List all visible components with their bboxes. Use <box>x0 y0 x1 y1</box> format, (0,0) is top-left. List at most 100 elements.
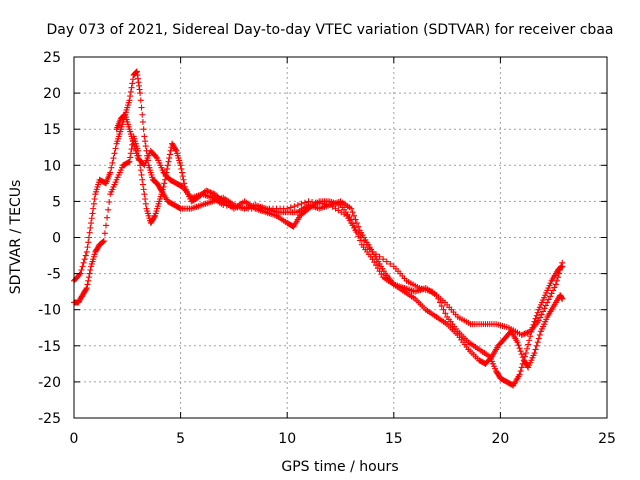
data-point <box>142 200 149 207</box>
data-point <box>373 251 380 258</box>
data-point <box>525 341 532 348</box>
data-point <box>111 150 118 157</box>
data-point <box>540 308 547 315</box>
data-point <box>164 165 171 172</box>
data-point <box>85 274 92 281</box>
data-point <box>180 176 187 183</box>
data-point <box>312 199 319 206</box>
data-point <box>544 299 551 306</box>
data-point <box>319 200 326 207</box>
data-point <box>179 169 186 176</box>
data-point <box>291 203 298 210</box>
y-tick-label: 25 <box>43 50 61 66</box>
data-point <box>517 348 524 355</box>
y-tick-label: -20 <box>38 375 61 391</box>
data-point <box>353 220 360 227</box>
data-point <box>538 311 545 318</box>
data-point <box>532 315 539 322</box>
chart-title: Day 073 of 2021, Sidereal Day-to-day VTE… <box>47 22 614 38</box>
data-point <box>376 253 383 260</box>
data-point <box>109 159 116 166</box>
data-point <box>127 93 134 100</box>
data-point <box>519 354 526 361</box>
data-point <box>301 199 308 206</box>
series-2 <box>71 133 566 371</box>
data-point <box>558 263 565 270</box>
data-point <box>238 205 245 212</box>
data-point <box>99 239 106 246</box>
data-point <box>105 206 112 213</box>
data-point <box>139 111 146 118</box>
data-point <box>535 317 542 324</box>
data-point <box>140 126 147 133</box>
data-point <box>542 302 549 309</box>
data-point <box>234 204 241 211</box>
data-point <box>166 155 173 162</box>
data-point <box>363 241 370 248</box>
data-point <box>355 223 362 230</box>
data-point <box>309 199 316 206</box>
data-point <box>387 260 394 267</box>
data-point <box>178 165 185 172</box>
data-point <box>287 204 294 211</box>
tick-layer: 0 5 10 15 20 25 -25 -20 -15 -10 -5 0 5 10 15 20 25 <box>38 50 616 447</box>
data-point <box>534 339 541 346</box>
data-point <box>88 215 95 222</box>
x-tick-label: 0 <box>70 431 79 447</box>
y-tick-label: -15 <box>38 339 61 355</box>
data-point <box>526 337 533 344</box>
data-point <box>102 222 109 229</box>
data-point <box>104 214 111 221</box>
data-point <box>86 229 93 236</box>
data-point <box>534 309 541 316</box>
data-point <box>176 205 183 212</box>
data-point <box>294 202 301 209</box>
data-point <box>153 153 160 160</box>
data-point <box>352 227 359 234</box>
data-point <box>552 281 559 288</box>
data-point <box>138 171 145 178</box>
data-point <box>161 180 168 187</box>
data-point <box>165 158 172 165</box>
data-layer <box>71 68 566 389</box>
data-point <box>87 266 94 273</box>
data-point <box>84 244 91 251</box>
data-point <box>349 209 356 216</box>
data-point <box>559 259 566 266</box>
data-point <box>139 176 146 183</box>
data-point <box>380 256 387 263</box>
data-point <box>516 345 523 352</box>
data-point <box>360 238 367 245</box>
data-point <box>138 104 145 111</box>
y-tick-label: 0 <box>52 231 61 247</box>
data-point <box>100 238 107 245</box>
data-point <box>126 158 133 165</box>
data-point <box>559 295 566 302</box>
data-point <box>110 155 117 162</box>
data-point <box>137 167 144 174</box>
data-point <box>181 180 188 187</box>
data-point <box>85 277 92 284</box>
y-tick-label: 15 <box>43 122 61 138</box>
data-point <box>357 237 364 244</box>
y-tick-label: 5 <box>52 194 61 210</box>
data-point <box>223 202 230 209</box>
data-point <box>85 234 92 241</box>
data-point <box>230 203 237 210</box>
data-point <box>532 346 539 353</box>
data-point <box>91 195 98 202</box>
data-point <box>548 290 555 297</box>
data-point <box>541 305 548 312</box>
data-point <box>323 201 330 208</box>
data-point <box>90 200 97 207</box>
data-point <box>90 205 97 212</box>
data-point <box>179 173 186 180</box>
data-point <box>371 259 378 266</box>
data-point <box>106 199 113 206</box>
data-point <box>81 256 88 263</box>
data-point <box>142 195 149 202</box>
data-point <box>521 330 528 337</box>
data-point <box>139 181 146 188</box>
data-point <box>369 248 376 255</box>
